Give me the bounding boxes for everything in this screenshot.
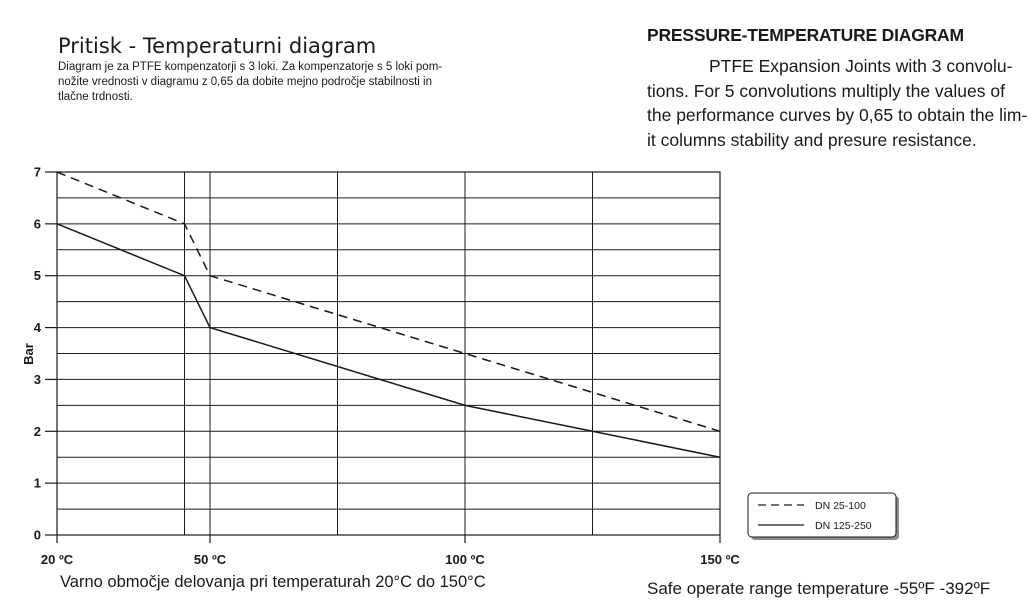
safe-range-slovene: Varno območje delovanja pri temperaturah… — [60, 573, 486, 591]
description-line: the performance curves by 0,65 to obtain… — [647, 105, 1028, 125]
chart-legend: DN 25-100 DN 125-250 — [747, 492, 899, 540]
chart-grid — [56, 171, 721, 536]
chart-axes: 0 1 2 3 4 5 6 7 20 ºC 50 ºC 100 ºC 150 ºC — [34, 165, 741, 568]
x-tick-label: 100 ºC — [445, 552, 485, 567]
description-line: tlačne trdnosti. — [58, 91, 133, 103]
description-slovene: Diagram je za PTFE kompenzatorji s 3 lok… — [58, 60, 503, 105]
chart-series — [56, 171, 721, 458]
safe-range-english: Safe operate range temperature -55ºF -39… — [647, 579, 991, 598]
description-line: it columns stability and presure resista… — [647, 129, 977, 150]
description-line: PTFE Expansion Joints with 3 convolu- — [709, 56, 1013, 76]
y-tick-label: 2 — [34, 424, 41, 439]
y-tick-label: 6 — [34, 216, 41, 231]
y-tick-label: 5 — [34, 268, 41, 283]
x-tick-label: 20 ºC — [41, 552, 74, 567]
page-title-english: PRESSURE-TEMPERATURE DIAGRAM — [647, 25, 964, 45]
plot-area-border — [56, 171, 721, 536]
description-line: tions. For 5 convolutions multiply the v… — [647, 80, 1005, 101]
description-line: Diagram je za PTFE kompenzatorji s 3 lok… — [58, 61, 443, 73]
description-english: PTFE Expansion Joints with 3 convolu- ti… — [647, 54, 1028, 152]
y-tick-label: 0 — [34, 528, 41, 543]
x-tick-label: 50 ºC — [194, 552, 227, 567]
legend-label: DN 125-250 — [815, 520, 872, 532]
y-axis-label: Bar — [21, 343, 36, 365]
series-line-dn-125-250 — [56, 223, 721, 458]
y-tick-label: 4 — [34, 320, 42, 335]
description-line: nožite vrednosti v diagramu z 0,65 da do… — [58, 76, 432, 88]
legend-box — [747, 492, 897, 538]
series-line-dn-25-100 — [56, 171, 721, 433]
x-tick-label: 150 ºC — [700, 552, 740, 567]
y-tick-label: 1 — [34, 476, 41, 491]
page-title-slovene: Pritisk - Temperaturni diagram — [58, 34, 377, 58]
y-tick-label: 7 — [34, 165, 41, 180]
legend-label: DN 25-100 — [815, 500, 866, 512]
y-tick-label: 3 — [34, 372, 41, 387]
